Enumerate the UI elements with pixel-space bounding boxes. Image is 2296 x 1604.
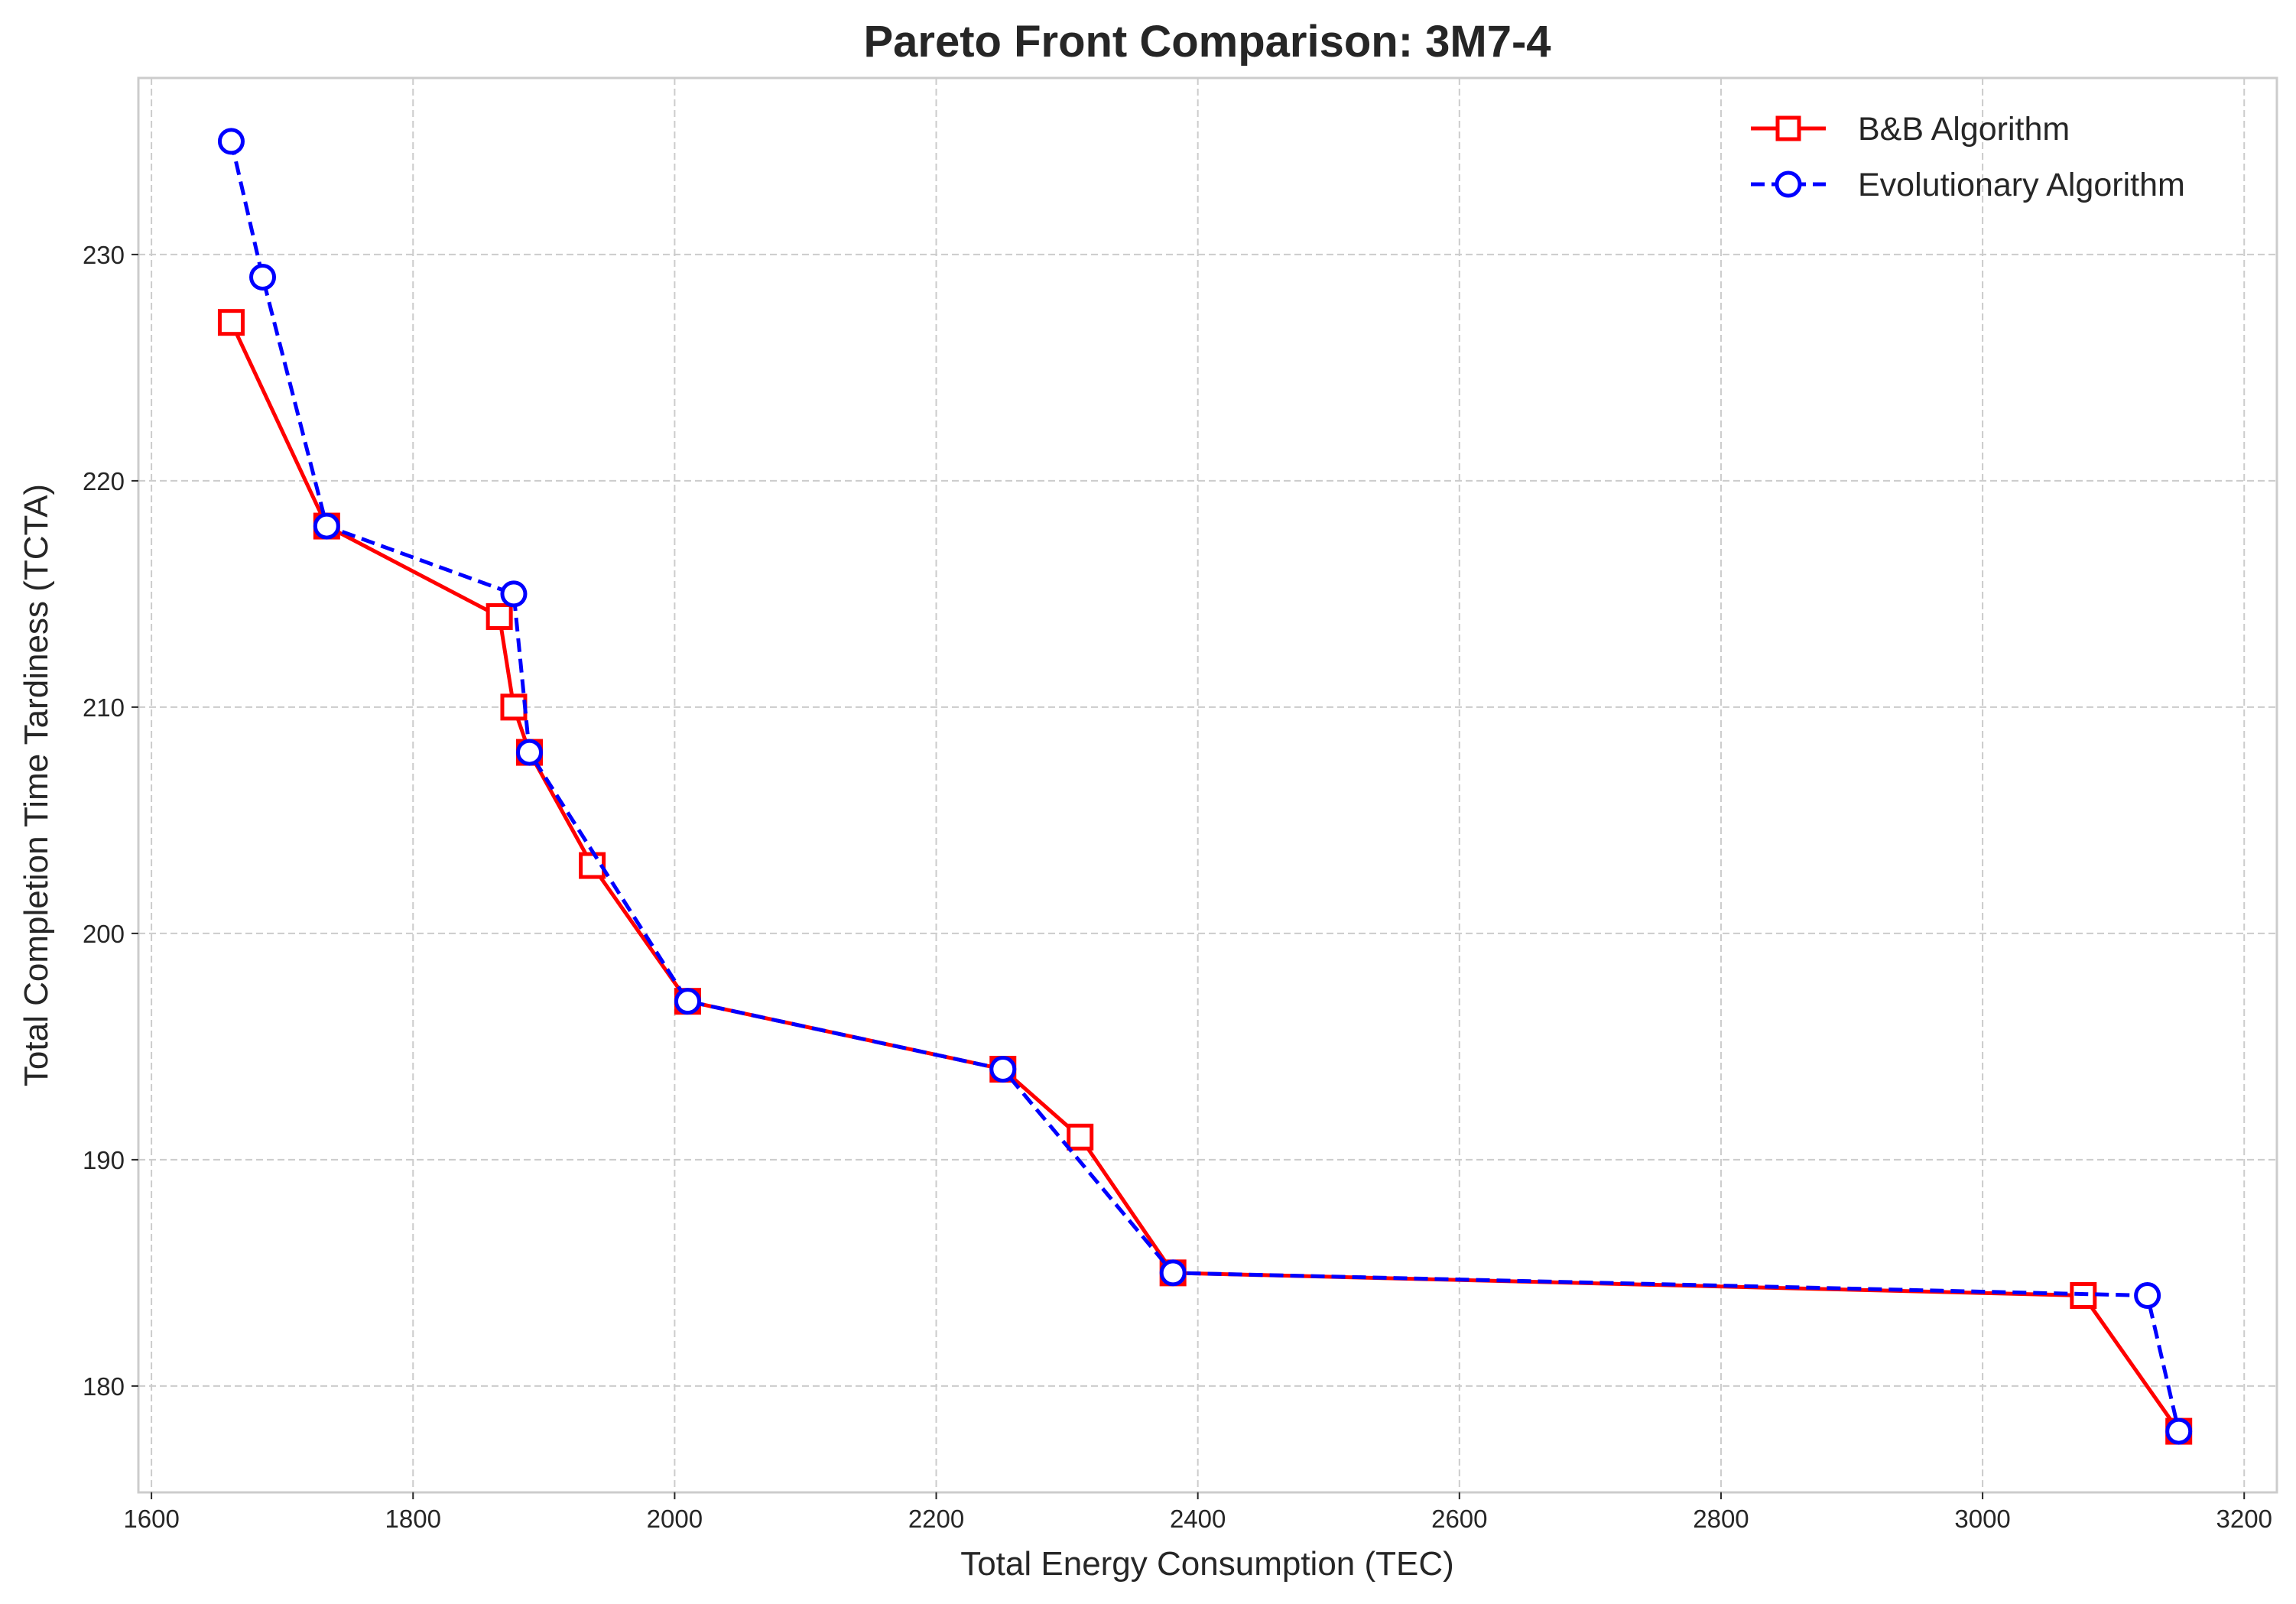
data-point-square: [486, 602, 513, 630]
data-point-circle: [516, 739, 544, 766]
data-point-circle: [2165, 1417, 2193, 1445]
chart-title: Pareto Front Comparison: 3M7-4: [863, 17, 1551, 67]
series-line: [229, 321, 2181, 1433]
x-axis-label: Total Energy Consumption (TEC): [960, 1545, 1454, 1583]
x-tick-label: 2600: [1431, 1505, 1487, 1533]
data-point-square: [579, 852, 606, 879]
y-tick-label: 230: [83, 241, 125, 269]
data-series: [217, 128, 2193, 1445]
legend-entry-evolutionary: Evolutionary Algorithm: [1751, 167, 2185, 203]
series-evolutionary: [217, 128, 2193, 1445]
legend-label-evolutionary: Evolutionary Algorithm: [1858, 167, 2185, 203]
y-tick-label: 190: [83, 1146, 125, 1174]
x-tick-label: 3000: [1954, 1505, 2010, 1533]
x-tick-label: 2200: [908, 1505, 964, 1533]
legend-label-bnb: B&B Algorithm: [1858, 111, 2070, 148]
y-tick-label: 200: [83, 920, 125, 948]
plot-frame: [137, 76, 2278, 1494]
x-tick-label: 2400: [1170, 1505, 1226, 1533]
data-point-circle: [1159, 1259, 1187, 1287]
axis-ticks: 1600 1800 2000 2200 2400 2600 2800 3000 3200 180 1…: [83, 241, 2272, 1533]
grid-lines: [138, 78, 2277, 1492]
y-tick-label: 210: [83, 693, 125, 722]
x-tick-label: 2000: [647, 1505, 703, 1533]
y-tick-label: 180: [83, 1372, 125, 1401]
data-point-square: [1067, 1123, 1094, 1151]
data-point-circle: [313, 512, 340, 540]
x-tick-label: 1800: [385, 1505, 441, 1533]
y-tick-label: 220: [83, 467, 125, 495]
data-point-circle: [217, 128, 245, 155]
x-tick-label: 3200: [2216, 1505, 2272, 1533]
data-point-square: [217, 309, 245, 336]
legend: B&B Algorithm Evolutionary Algorithm: [1751, 111, 2185, 203]
legend-entry-bnb: B&B Algorithm: [1751, 111, 2070, 148]
legend-square-marker: [1775, 115, 1801, 141]
data-point-circle: [989, 1055, 1017, 1083]
data-point-circle: [674, 988, 701, 1015]
x-tick-label: 1600: [123, 1505, 179, 1533]
data-point-square: [500, 693, 528, 721]
y-axis-label: Total Completion Time Tardiness (TCTA): [18, 484, 55, 1086]
legend-circle-marker: [1775, 170, 1802, 198]
data-point-circle: [500, 580, 528, 608]
data-point-circle: [249, 263, 277, 291]
x-tick-label: 2800: [1693, 1505, 1749, 1533]
data-point-circle: [2134, 1281, 2161, 1309]
